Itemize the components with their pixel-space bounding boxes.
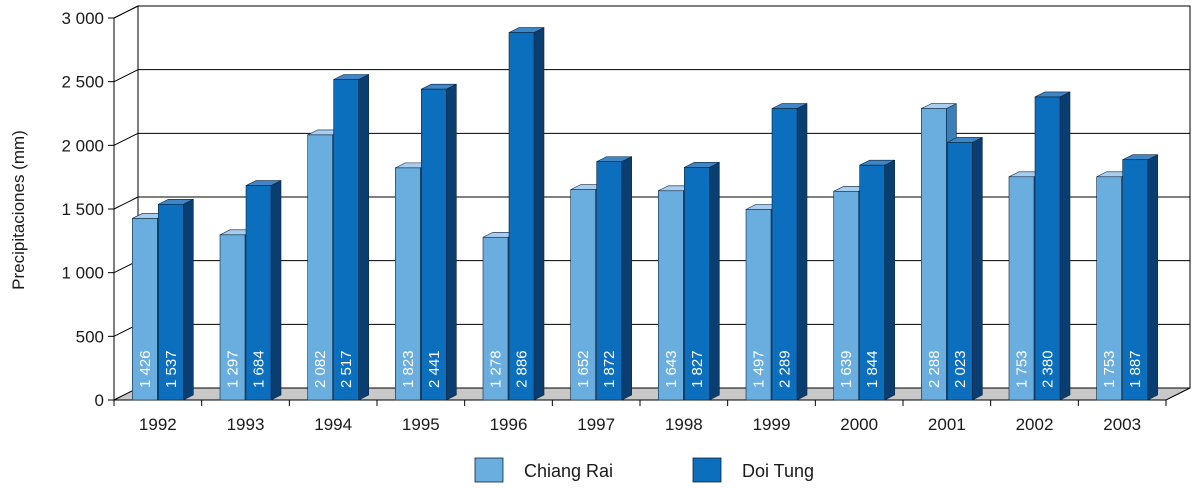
- y-tick-label: 500: [76, 327, 104, 346]
- data-label-doi_tung-1998: 1 827: [689, 350, 706, 388]
- data-label-doi_tung-1999: 2 289: [777, 350, 794, 388]
- data-label-doi_tung-1996: 2 886: [514, 350, 531, 388]
- x-tick-label: 1999: [753, 415, 791, 434]
- bar-chiang_rai-2000: [833, 191, 859, 401]
- bar-doi_tung-1995: [421, 88, 447, 401]
- side-gridline: [113, 5, 139, 19]
- x-tick-label: 1996: [490, 415, 528, 434]
- bar-side-doi_tung-1999: [796, 103, 808, 401]
- data-label-chiang_rai-1995: 1 823: [400, 350, 417, 388]
- data-label-doi_tung-2000: 1 844: [864, 350, 881, 388]
- bar-doi_tung-1998: [684, 167, 710, 401]
- data-label-chiang_rai-1996: 1 278: [488, 350, 505, 388]
- bar-side-doi_tung-1997: [621, 156, 632, 401]
- bar-doi_tung-1997: [596, 161, 622, 401]
- side-gridline: [113, 132, 139, 146]
- bar-side-doi_tung-1992: [183, 198, 194, 401]
- y-tick-label: 0: [95, 391, 104, 410]
- bar-chiang_rai-1995: [395, 167, 421, 401]
- bar-doi_tung-1996: [508, 32, 535, 401]
- bar-side-doi_tung-2002: [1059, 91, 1071, 401]
- bar-doi_tung-2000: [859, 164, 885, 401]
- bar-side-doi_tung-2001: [972, 136, 983, 401]
- bar-doi_tung-2003: [1122, 159, 1148, 401]
- bar-side-doi_tung-1998: [709, 161, 720, 401]
- y-tick-label: 1 500: [61, 200, 104, 219]
- data-label-chiang_rai-1999: 1 497: [751, 350, 768, 388]
- x-tick-label: 2001: [928, 415, 966, 434]
- x-tick-label: 1997: [577, 415, 615, 434]
- bar-side-doi_tung-1996: [533, 27, 545, 401]
- bar-chiang_rai-1997: [570, 189, 596, 401]
- bar-chiang_rai-2001: [921, 108, 947, 401]
- y-tick-label: 2 000: [61, 136, 104, 155]
- data-label-chiang_rai-1992: 1 426: [137, 350, 154, 388]
- bar-doi_tung-1993: [245, 185, 272, 401]
- x-tick-label: 1992: [139, 415, 177, 434]
- bar-doi_tung-1992: [158, 203, 184, 401]
- legend-swatch-chiang_rai: [474, 457, 504, 483]
- data-label-chiang_rai-1994: 2 082: [312, 350, 329, 388]
- bar-doi_tung-1999: [771, 108, 798, 401]
- y-tick-label: 1 000: [61, 264, 104, 283]
- data-label-doi_tung-2003: 1 887: [1127, 350, 1144, 388]
- bar-doi_tung-2002: [1034, 96, 1061, 401]
- data-label-doi_tung-1994: 2 517: [338, 350, 355, 388]
- data-label-chiang_rai-2003: 1 753: [1101, 350, 1118, 388]
- bar-chiang_rai-1992: [132, 218, 158, 401]
- data-label-chiang_rai-2001: 2 288: [926, 350, 943, 388]
- bar-chiang_rai-1994: [307, 134, 333, 401]
- x-tick-label: 1994: [314, 415, 352, 434]
- data-label-chiang_rai-1993: 1 297: [225, 350, 242, 388]
- side-gridline: [113, 69, 139, 83]
- y-tick-label: 2 500: [61, 73, 104, 92]
- bar-side-doi_tung-1994: [358, 74, 369, 401]
- bar-chiang_rai-1993: [219, 234, 246, 401]
- bar-side-doi_tung-1993: [270, 180, 282, 401]
- bar-side-doi_tung-2000: [884, 159, 895, 401]
- data-label-chiang_rai-2002: 1 753: [1014, 350, 1031, 388]
- data-label-doi_tung-1992: 1 537: [163, 350, 180, 388]
- bar-chiang_rai-1998: [658, 190, 684, 401]
- x-tick-label: 1993: [227, 415, 265, 434]
- side-gridline: [113, 196, 139, 210]
- data-label-chiang_rai-2000: 1 639: [838, 350, 855, 388]
- x-tick-label: 1998: [665, 415, 703, 434]
- bar-side-doi_tung-1995: [446, 83, 457, 401]
- data-label-doi_tung-1995: 2 441: [426, 350, 443, 388]
- y-tick-label: 3 000: [61, 9, 104, 28]
- data-label-doi_tung-1993: 1 684: [251, 350, 268, 388]
- bar-doi_tung-1994: [333, 79, 359, 401]
- data-label-chiang_rai-1998: 1 643: [663, 350, 680, 388]
- x-tick-label: 2002: [1016, 415, 1054, 434]
- bar-chiang_rai-2003: [1096, 176, 1122, 401]
- data-label-doi_tung-2001: 2 023: [952, 350, 969, 388]
- bar-chiang_rai-1996: [482, 236, 509, 401]
- x-tick-label: 2003: [1103, 415, 1141, 434]
- legend-label-doi_tung: Doi Tung: [742, 461, 814, 481]
- data-label-chiang_rai-1997: 1 652: [575, 350, 592, 388]
- legend-label-chiang_rai: Chiang Rai: [524, 461, 613, 481]
- x-tick-label: 1995: [402, 415, 440, 434]
- bar-doi_tung-2001: [947, 142, 973, 401]
- bar-side-doi_tung-2003: [1147, 154, 1158, 401]
- data-label-doi_tung-2002: 2 380: [1040, 350, 1057, 388]
- bar-chiang_rai-2002: [1008, 176, 1035, 401]
- y-axis-title: Precipitaciones (mm): [9, 130, 28, 290]
- x-tick-label: 2000: [840, 415, 878, 434]
- legend-swatch-doi_tung: [692, 457, 722, 483]
- data-label-doi_tung-1997: 1 872: [601, 350, 618, 388]
- bar-chiang_rai-1999: [745, 209, 772, 401]
